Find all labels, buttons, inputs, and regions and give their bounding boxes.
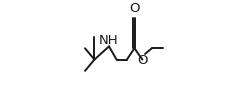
Text: O: O <box>137 54 148 67</box>
Text: O: O <box>129 2 140 15</box>
Text: NH: NH <box>99 34 119 47</box>
